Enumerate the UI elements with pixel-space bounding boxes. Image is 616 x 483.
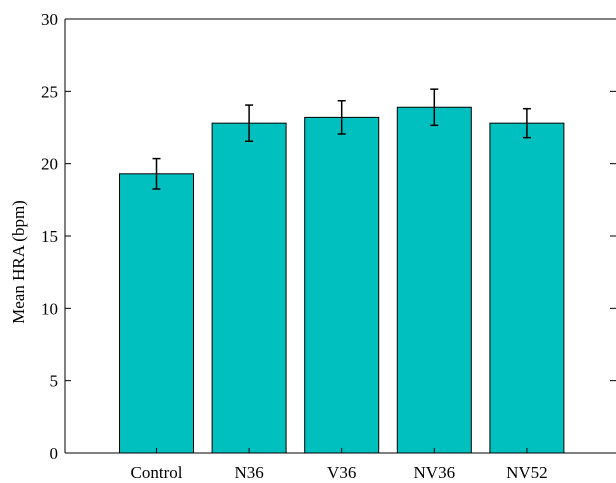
- bar-nv52: [489, 122, 565, 454]
- x-tick-label-v36: V36: [327, 463, 356, 482]
- x-tick-label-control: Control: [131, 463, 183, 482]
- x-axis: Control N36 V36 NV36 NV52: [131, 448, 548, 482]
- bar-v36: [304, 116, 380, 454]
- y-tick-label: 25: [41, 82, 58, 101]
- y-axis: 0 5 10 15 20 25 30: [41, 10, 616, 463]
- y-axis-title: Mean HRA (bpm): [9, 200, 28, 324]
- y-tick-label: 30: [41, 10, 58, 29]
- bar-n36: [211, 122, 287, 454]
- x-tick-label-n36: N36: [234, 463, 263, 482]
- y-tick-label: 20: [41, 155, 58, 174]
- y-tick-label: 0: [50, 444, 59, 463]
- bar-nv36: [396, 106, 472, 454]
- x-tick-label-nv52: NV52: [506, 463, 548, 482]
- y-tick-label: 15: [41, 227, 58, 246]
- error-bars-group: [152, 88, 531, 190]
- y-tick-label: 5: [50, 372, 59, 391]
- y-tick-label: 10: [41, 299, 58, 318]
- bar-control: [119, 173, 194, 454]
- bars-group: [119, 106, 565, 454]
- x-tick-label-nv36: NV36: [414, 463, 456, 482]
